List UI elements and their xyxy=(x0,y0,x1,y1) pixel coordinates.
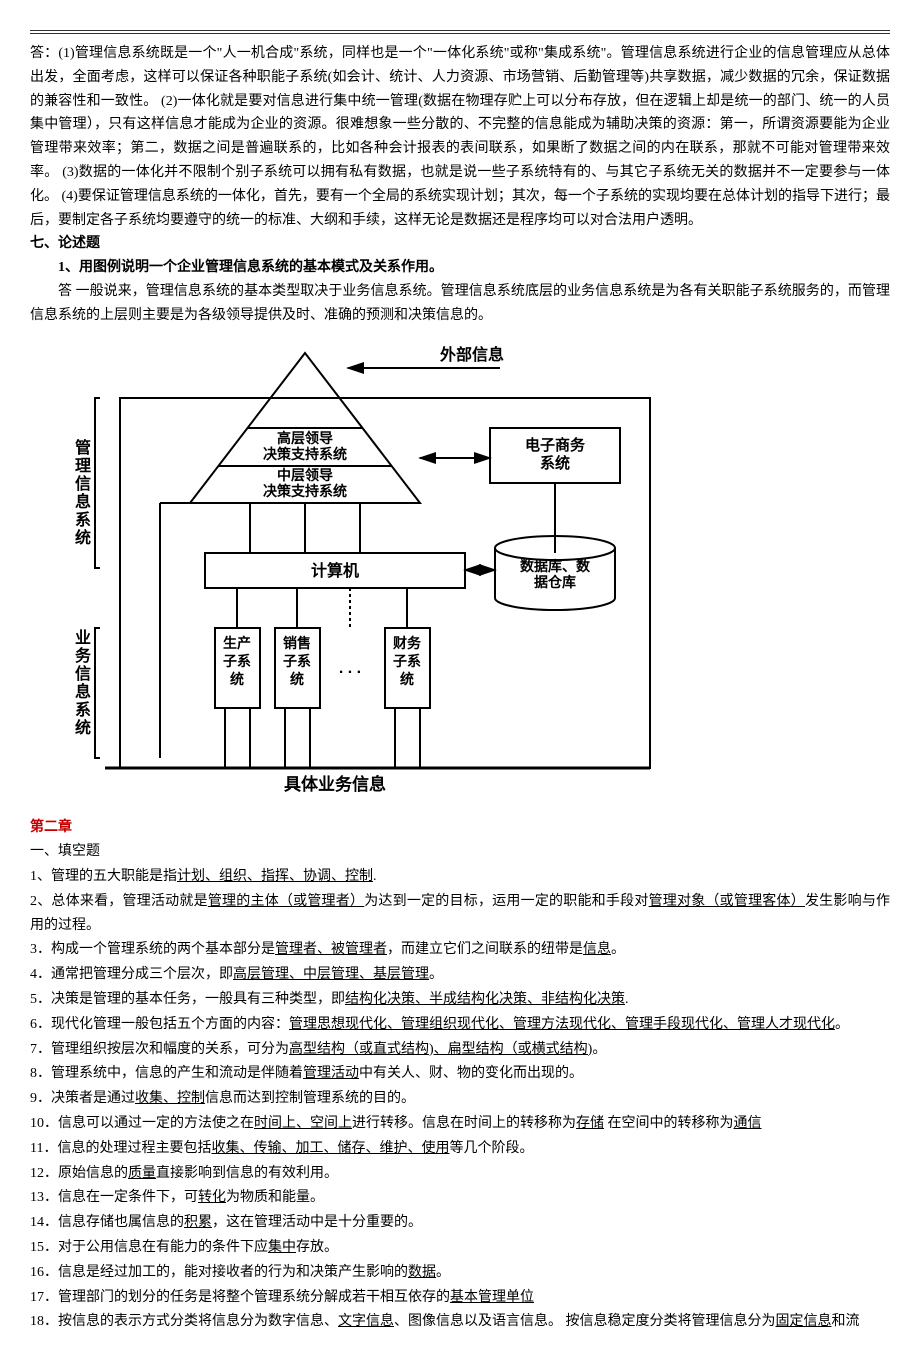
fill-item: 7．管理组织按层次和幅度的关系，可分为高型结构（或直式结构)、扁型结构（或横式结… xyxy=(30,1038,890,1062)
fill-item: 16．信息是经过加工的，能对接收者的行为和决策产生影响的数据。 xyxy=(30,1261,890,1285)
fill-item: 15．对于公用信息在有能力的条件下应集中存放。 xyxy=(30,1236,890,1260)
fill-item: 12．原始信息的质量直接影响到信息的有效利用。 xyxy=(30,1162,890,1186)
fill-item: 10．信息可以通过一定的方法使之在时间上、空间上进行转移。信息在时间上的转移称为… xyxy=(30,1112,890,1136)
question-7-answer: 答 一般说来，管理信息系统的基本类型取决于业务信息系统。管理信息系统底层的业务信… xyxy=(30,280,890,328)
fill-item: 17．管理部门的划分的任务是将整个管理系统分解成若干相互依存的基本管理单位 xyxy=(30,1286,890,1310)
label-bottom: 具体业务信息 xyxy=(283,774,386,794)
fill-item: 18．按信息的表示方式分类将信息分为数字信息、文字信息、图像信息以及语言信息。 … xyxy=(30,1310,890,1334)
fill-blank-title: 一、填空题 xyxy=(30,840,890,864)
mis-diagram: 管理信息系统 业务信息系统 高层领导决策支持系统 中层领导决策支持系统 外部信息… xyxy=(50,338,670,798)
label-external: 外部信息 xyxy=(439,345,504,364)
fill-item: 4．通常把管理分成三个层次，即高层管理、中层管理、基层管理。 xyxy=(30,963,890,987)
fill-item: 14．信息存储也属信息的积累，这在管理活动中是十分重要的。 xyxy=(30,1211,890,1235)
svg-text:. . .: . . . xyxy=(339,660,361,677)
svg-text:销售子系统: 销售子系统 xyxy=(283,635,311,687)
fill-item: 11．信息的处理过程主要包括收集、传输、加工、储存、维护、使用等几个阶段。 xyxy=(30,1137,890,1161)
label-mis: 管理信息系统 xyxy=(75,438,91,547)
svg-text:生产子系统: 生产子系统 xyxy=(223,635,251,687)
label-computer: 计算机 xyxy=(311,561,359,580)
fill-item: 1、管理的五大职能是指计划、组织、指挥、协调、控制. xyxy=(30,865,890,889)
fill-item: 8．管理系统中，信息的产生和流动是伴随着管理活动中有关人、财、物的变化而出现的。 xyxy=(30,1062,890,1086)
fill-item: 2、总体来看，管理活动就是管理的主体（或管理者）为达到一定的目标，运用一定的职能… xyxy=(30,890,890,938)
answer-paragraph: 答：(1)管理信息系统既是一个"人一机合成"系统，同样也是一个"一体化系统"或称… xyxy=(30,42,890,232)
chapter-2-title: 第二章 xyxy=(30,816,890,840)
subsystems: 生产子系统 销售子系统 . . . 财务子系统 xyxy=(215,628,430,708)
label-db: 数据库、数据仓库 xyxy=(520,558,591,590)
fill-item: 3．构成一个管理系统的两个基本部分是管理者、被管理者，而建立它们之间联系的纽带是… xyxy=(30,938,890,962)
label-ecommerce: 电子商务系统 xyxy=(525,436,586,472)
svg-text:财务子系统: 财务子系统 xyxy=(392,635,422,687)
label-biz: 业务信息系统 xyxy=(75,629,92,737)
label-top-tri: 高层领导决策支持系统 xyxy=(263,430,347,462)
fill-blank-list: 1、管理的五大职能是指计划、组织、指挥、协调、控制.2、总体来看，管理活动就是管… xyxy=(30,865,890,1334)
label-mid-tri: 中层领导决策支持系统 xyxy=(263,467,347,499)
fill-item: 13．信息在一定条件下，可转化为物质和能量。 xyxy=(30,1186,890,1210)
question-7-1: 1、用图例说明一个企业管理信息系统的基本模式及关系作用。 xyxy=(30,256,890,280)
fill-item: 5．决策是管理的基本任务，一般具有三种类型，即结构化决策、半成结构化决策、非结构… xyxy=(30,988,890,1012)
fill-item: 9．决策者是通过收集、控制信息而达到控制管理系统的目的。 xyxy=(30,1087,890,1111)
horizontal-rule xyxy=(30,30,890,34)
section-seven-title: 七、论述题 xyxy=(30,232,890,256)
fill-item: 6．现代化管理一般包括五个方面的内容：管理思想现代化、管理组织现代化、管理方法现… xyxy=(30,1013,890,1037)
